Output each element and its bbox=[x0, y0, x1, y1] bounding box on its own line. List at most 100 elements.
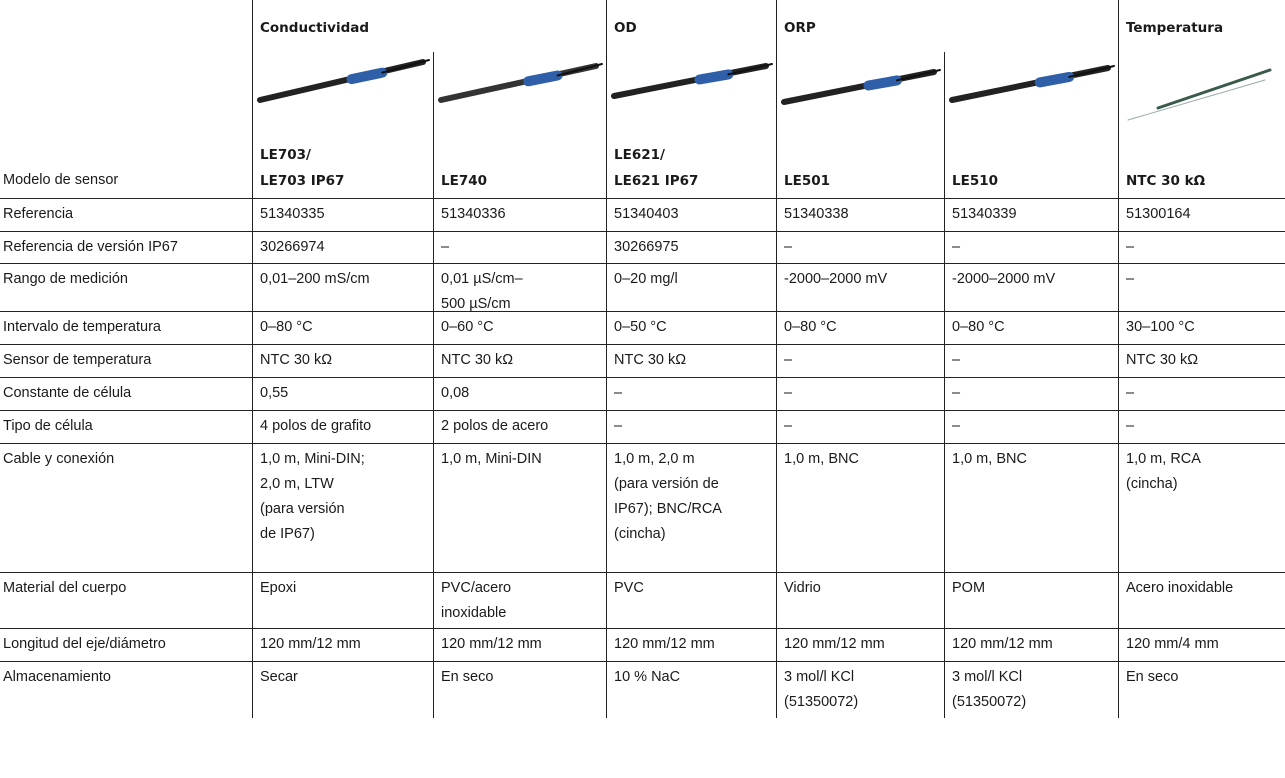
row-rule bbox=[0, 377, 1285, 378]
cell-value: POM bbox=[952, 580, 986, 596]
cell-value: 51340339 bbox=[952, 206, 1017, 222]
group-header: OD bbox=[614, 20, 637, 36]
row-rule bbox=[0, 231, 1285, 232]
row-label: Referencia bbox=[3, 206, 74, 222]
cell-value: 0–60 °C bbox=[441, 319, 494, 335]
row-rule bbox=[0, 311, 1285, 312]
cell-value: – bbox=[784, 418, 793, 434]
row-rule bbox=[0, 661, 1285, 662]
cell-value: 1,0 m, BNC bbox=[784, 451, 859, 467]
cell-value: – bbox=[952, 239, 961, 255]
cell-value: 1,0 m, Mini-DIN bbox=[441, 451, 542, 467]
cell-value: Acero inoxidable bbox=[1126, 580, 1234, 596]
cell-value: NTC 30 kΩ bbox=[260, 352, 333, 368]
cell-value: Vidrio bbox=[784, 580, 821, 596]
cell-value: NTC 30 kΩ bbox=[1126, 352, 1199, 368]
cell-value: 30266975 bbox=[614, 239, 679, 255]
row-label: Referencia de versión IP67 bbox=[3, 239, 178, 255]
sensor-image bbox=[1127, 68, 1272, 121]
row-rule bbox=[0, 628, 1285, 629]
cell-value: 0–80 °C bbox=[784, 319, 837, 335]
model-name: LE703/ LE703 IP67 bbox=[260, 147, 345, 189]
cell-value: 4 polos de grafito bbox=[260, 418, 372, 434]
cell-value: – bbox=[784, 385, 793, 401]
cell-value: -2000–2000 mV bbox=[952, 271, 1056, 287]
row-rule bbox=[0, 344, 1285, 345]
cell-value: 10 % NaC bbox=[614, 669, 681, 685]
cell-value: Epoxi bbox=[260, 580, 297, 596]
column-rule bbox=[776, 0, 777, 718]
row-rule bbox=[0, 572, 1285, 573]
cell-value: 0–50 °C bbox=[614, 319, 667, 335]
cell-value: 0–20 mg/l bbox=[614, 271, 678, 287]
cell-value: 30–100 °C bbox=[1126, 319, 1195, 335]
cell-value: 30266974 bbox=[260, 239, 325, 255]
group-header: Temperatura bbox=[1126, 20, 1224, 36]
sensor-image bbox=[611, 63, 773, 99]
cell-value: 51340338 bbox=[784, 206, 849, 222]
cell-value: 3 mol/l KCl (51350072) bbox=[784, 669, 859, 710]
row-rule bbox=[0, 410, 1285, 411]
cell-value: 120 mm/12 mm bbox=[441, 636, 542, 652]
cell-value: – bbox=[614, 418, 623, 434]
model-name: LE740 bbox=[441, 173, 488, 189]
model-name: LE510 bbox=[952, 173, 999, 189]
group-header: Conductividad bbox=[260, 20, 370, 36]
cell-value: NTC 30 kΩ bbox=[614, 352, 687, 368]
column-rule bbox=[944, 52, 945, 718]
cell-value: – bbox=[614, 385, 623, 401]
row-label: Material del cuerpo bbox=[3, 580, 127, 596]
model-name: LE621/ LE621 IP67 bbox=[614, 147, 699, 189]
cell-value: – bbox=[784, 239, 793, 255]
cell-value: – bbox=[1126, 239, 1135, 255]
sensor-image bbox=[257, 59, 430, 103]
cell-value: – bbox=[784, 352, 793, 368]
cell-value: – bbox=[1126, 418, 1135, 434]
cell-value: En seco bbox=[1126, 669, 1179, 685]
sensor-image bbox=[438, 63, 603, 103]
row-label: Rango de medición bbox=[3, 271, 128, 287]
sensor-image bbox=[781, 69, 941, 105]
column-rule bbox=[1118, 0, 1119, 718]
cell-value: 1,0 m, Mini-DIN; 2,0 m, LTW (para versió… bbox=[260, 451, 365, 542]
cell-value: 0,01–200 mS/cm bbox=[260, 271, 370, 287]
row-rule bbox=[0, 443, 1285, 444]
cell-value: – bbox=[952, 418, 961, 434]
cell-value: 120 mm/4 mm bbox=[1126, 636, 1219, 652]
row-rule bbox=[0, 263, 1285, 264]
cell-value: 0–80 °C bbox=[260, 319, 313, 335]
model-name: LE501 bbox=[784, 173, 831, 189]
row-rule bbox=[0, 198, 1285, 199]
row-label: Cable y conexión bbox=[3, 451, 115, 467]
cell-value: – bbox=[1126, 271, 1135, 287]
cell-value: -2000–2000 mV bbox=[784, 271, 888, 287]
cell-value: 1,0 m, RCA (cincha) bbox=[1126, 451, 1201, 492]
cell-value: 51300164 bbox=[1126, 206, 1191, 222]
cell-value: – bbox=[1126, 385, 1135, 401]
cell-value: 3 mol/l KCl (51350072) bbox=[952, 669, 1027, 710]
cell-value: 0,01 µS/cm– 500 µS/cm bbox=[441, 271, 523, 312]
row-label: Sensor de temperatura bbox=[3, 352, 152, 368]
cell-value: Secar bbox=[260, 669, 298, 685]
cell-value: PVC bbox=[614, 580, 644, 596]
cell-value: 0–80 °C bbox=[952, 319, 1005, 335]
cell-value: 120 mm/12 mm bbox=[260, 636, 361, 652]
row-label: Intervalo de temperatura bbox=[3, 319, 161, 335]
cell-value: PVC/acero inoxidable bbox=[441, 580, 512, 621]
row-label: Constante de célula bbox=[3, 385, 132, 401]
cell-value: 51340335 bbox=[260, 206, 325, 222]
row-label: Tipo de célula bbox=[3, 418, 93, 434]
cell-value: 120 mm/12 mm bbox=[952, 636, 1053, 652]
cell-value: – bbox=[952, 385, 961, 401]
cell-value: 51340403 bbox=[614, 206, 679, 222]
cell-value: – bbox=[952, 352, 961, 368]
cell-value: 1,0 m, 2,0 m (para versión de IP67); BNC… bbox=[614, 451, 722, 542]
cell-value: En seco bbox=[441, 669, 494, 685]
column-rule bbox=[252, 0, 253, 718]
cell-value: 0,55 bbox=[260, 385, 289, 401]
model-name: NTC 30 kΩ bbox=[1126, 173, 1206, 189]
cell-value: 0,08 bbox=[441, 385, 470, 401]
cell-value: 1,0 m, BNC bbox=[952, 451, 1027, 467]
cell-value: – bbox=[441, 239, 450, 255]
